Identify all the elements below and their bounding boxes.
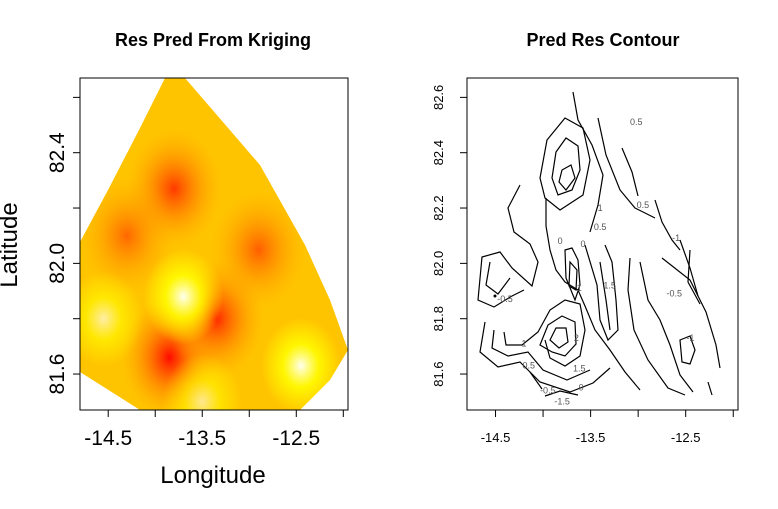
cool-blob (80, 270, 144, 367)
contour-line (544, 390, 579, 397)
contour-y-axis: 81.6 81.8 82.0 82.2 82.4 82.6 (431, 85, 467, 387)
contour-line (491, 329, 591, 381)
x-tick-label: -13.5 (576, 430, 606, 445)
contour-level-label: -0.5 (497, 294, 513, 304)
y-tick-label: 82.4 (431, 140, 446, 165)
kriging-panel: Res Pred From Kriging -14.5 -13.5 -12.5 81… (0, 30, 349, 489)
y-tick-label: 81.6 (46, 354, 69, 395)
contour-line (558, 164, 576, 191)
contour-level-label: 1.5 (573, 363, 586, 373)
x-tick-label: -14.5 (84, 427, 132, 450)
x-tick-label: -13.5 (178, 427, 226, 450)
contour-level-label: 1.5 (603, 280, 616, 290)
contour-line (539, 315, 577, 357)
contour-line (529, 371, 543, 390)
contour-panel: Pred Res Contour (431, 30, 739, 445)
contour-line (687, 249, 701, 305)
contour-level-label: 0.5 (637, 200, 650, 210)
kriging-x-label: Longitude (160, 462, 265, 489)
contour-level-label: 0 (579, 383, 584, 393)
contour-level-label: -0.5 (540, 385, 556, 395)
contour-plot-frame (466, 77, 739, 411)
heat-blob (210, 189, 307, 310)
hot-layer (80, 128, 341, 410)
contour-line (661, 257, 721, 369)
contour-level-label: 1 (577, 283, 582, 293)
y-tick-label: 82.0 (431, 251, 446, 276)
contour-line (485, 261, 511, 295)
contour-level-label: 1 (522, 338, 527, 348)
contour-line (584, 244, 619, 342)
contour-line (679, 335, 696, 365)
contour-level-label: 2 (574, 333, 579, 343)
contour-line (599, 261, 611, 331)
contour-line (568, 260, 578, 292)
contour-level-label: -1 (686, 333, 694, 343)
kriging-x-axis: -14.5 -13.5 -12.5 (84, 410, 344, 450)
y-tick-label: 82.6 (431, 85, 446, 110)
cool-blob (143, 248, 224, 345)
contour-level-label: -1.5 (554, 396, 570, 406)
contour-level-label: -0.5 (667, 289, 683, 299)
kriging-surface (80, 78, 348, 410)
contour-level-label: 0 (580, 239, 585, 249)
cool-blob (260, 317, 341, 410)
contour-line (477, 184, 539, 308)
contour-level-label: 0 (558, 236, 563, 246)
contour-labels: 0.5 1 0.5 0.5 0 0 -1 -0.5 -0.5 -1 1.5 1 1 2 0.5 1.5 -0.5… (497, 117, 694, 406)
contour-line (551, 137, 581, 196)
contour-line (564, 247, 581, 302)
contour-level-label: 0.5 (523, 361, 536, 371)
y-tick-label: 82.2 (431, 195, 446, 220)
y-tick-label: 82.4 (46, 132, 69, 173)
contour-lines (477, 91, 721, 397)
heat-blob (80, 175, 176, 296)
contour-line (621, 147, 639, 197)
contour-line (707, 381, 713, 396)
x-tick-label: -14.5 (481, 430, 511, 445)
y-tick-label: 82.0 (46, 243, 69, 284)
contour-line (549, 327, 569, 349)
contour-line (539, 117, 591, 211)
contour-line (597, 117, 656, 219)
contour-line (503, 299, 586, 367)
contour-line (679, 239, 699, 297)
contour-line (654, 199, 681, 251)
kriging-y-label: Latitude (0, 202, 23, 287)
contour-center-point (493, 294, 497, 298)
x-tick-label: -12.5 (272, 427, 320, 450)
kriging-y-axis: 81.6 82.0 82.4 (46, 96, 80, 395)
contour-title: Pred Res Contour (526, 30, 679, 50)
contour-line (627, 257, 686, 396)
contour-line (639, 261, 694, 393)
contour-x-axis: -14.5 -13.5 -12.5 (481, 410, 734, 445)
contour-level-label: -1 (672, 233, 680, 243)
contour-line (572, 91, 604, 233)
y-tick-label: 81.8 (431, 306, 446, 331)
contour-level-label: 0.5 (594, 222, 607, 232)
kriging-title: Res Pred From Kriging (115, 30, 311, 50)
kriging-plot-frame (79, 77, 349, 411)
contour-level-label: 1 (598, 203, 603, 213)
x-tick-label: -12.5 (671, 430, 701, 445)
contour-level-label: 0.5 (630, 117, 643, 127)
cool-blob (162, 353, 243, 410)
y-tick-label: 81.6 (431, 361, 446, 386)
